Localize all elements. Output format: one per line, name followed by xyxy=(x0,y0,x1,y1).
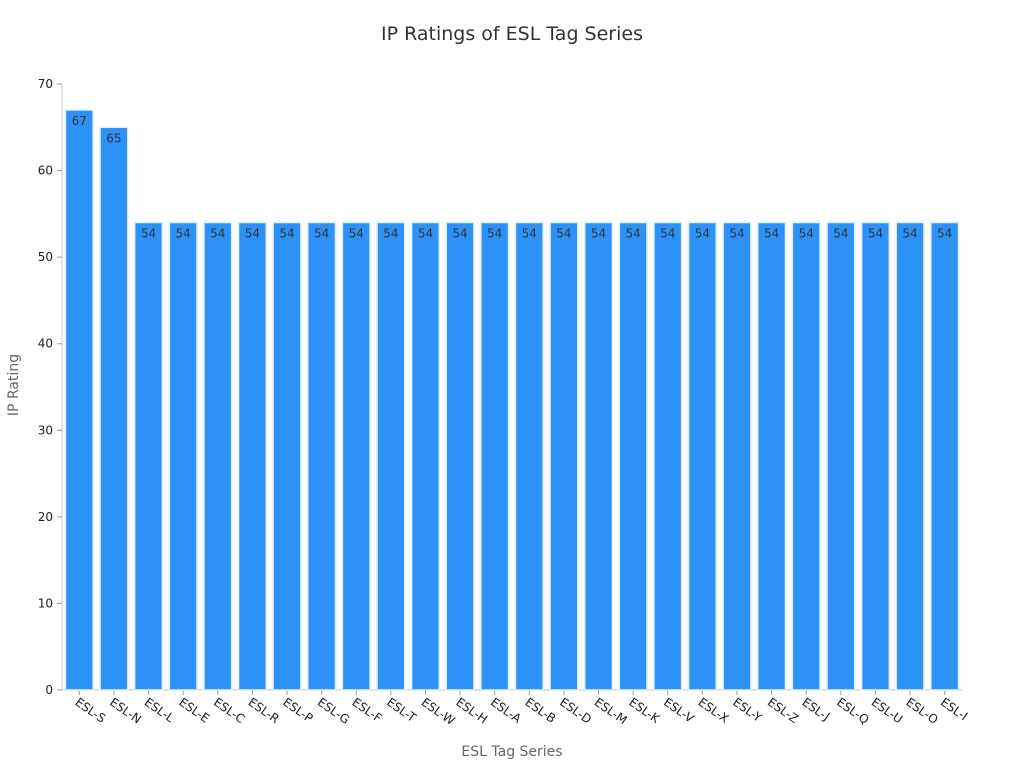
x-tick-label: ESL-L xyxy=(142,695,177,725)
data-label: 54 xyxy=(556,227,571,241)
data-label: 54 xyxy=(660,227,675,241)
data-label: 54 xyxy=(729,227,744,241)
y-tick-label: 50 xyxy=(38,250,53,264)
data-label: 54 xyxy=(452,227,467,241)
bar-esl-l xyxy=(133,221,164,691)
bar-esl-c xyxy=(203,221,233,691)
x-tick-label: ESL-I xyxy=(938,695,970,723)
bar-esl-s xyxy=(64,109,94,691)
bar-esl-y xyxy=(722,221,752,691)
data-label: 54 xyxy=(764,227,779,241)
x-tick-label: ESL-V xyxy=(661,695,697,726)
data-label: 67 xyxy=(72,114,87,128)
bar-esl-t xyxy=(376,221,406,691)
data-label: 54 xyxy=(626,227,641,241)
bar-esl-u xyxy=(860,221,891,691)
bar-esl-i xyxy=(930,221,960,691)
x-tick-label: ESL-T xyxy=(384,695,419,725)
y-tick-label: 10 xyxy=(38,596,53,610)
bar-labels: 67 65 54 54 54 54 54 54 54 54 54 54 54 54 54 54 54 54 54 54… xyxy=(72,114,953,241)
x-tick-label: ESL-P xyxy=(280,695,315,726)
bar-esl-r xyxy=(237,221,267,691)
x-tick-label: ESL-B xyxy=(523,695,559,726)
x-tick-label: ESL-H xyxy=(453,695,490,727)
bar-esl-z xyxy=(757,221,787,691)
x-tick-label: ESL-Z xyxy=(765,695,801,726)
x-tick-label: ESL-M xyxy=(592,695,630,727)
bar-esl-p xyxy=(272,221,302,691)
x-tick-label: ESL-U xyxy=(869,695,906,726)
bar-esl-w xyxy=(410,221,441,691)
data-label: 54 xyxy=(176,227,191,241)
x-tick-label: ESL-R xyxy=(246,695,282,726)
data-label: 54 xyxy=(937,227,952,241)
x-axis-title: ESL Tag Series xyxy=(461,744,562,760)
x-tick-label: ESL-N xyxy=(107,695,144,727)
y-tick-label: 0 xyxy=(45,683,53,697)
data-label: 54 xyxy=(279,227,294,241)
x-tick-label: ESL-E xyxy=(176,695,212,726)
bar-esl-j xyxy=(791,221,821,691)
bar-esl-n xyxy=(99,126,129,691)
y-tick-label: 40 xyxy=(38,337,53,351)
data-label: 54 xyxy=(522,227,537,241)
x-tick-label: ESL-Q xyxy=(834,695,871,727)
y-tick-label: 60 xyxy=(38,164,53,178)
bar-esl-m xyxy=(583,221,614,691)
y-tick-label: 70 xyxy=(38,77,53,91)
data-label: 54 xyxy=(799,227,814,241)
x-tick-label: ESL-K xyxy=(626,695,663,727)
bar-esl-f xyxy=(341,221,371,691)
data-label: 54 xyxy=(141,227,156,241)
bar-esl-h xyxy=(445,221,475,691)
y-axis-title: IP Rating xyxy=(6,354,22,416)
bar-esl-e xyxy=(168,221,198,691)
bar-esl-v xyxy=(653,221,683,691)
y-tick-label: 20 xyxy=(38,510,53,524)
x-tick-label: ESL-S xyxy=(73,695,109,726)
bar-esl-k xyxy=(618,221,648,691)
bars xyxy=(64,109,960,691)
chart-title: IP Ratings of ESL Tag Series xyxy=(381,23,643,45)
x-tick-label: ESL-O xyxy=(903,695,940,727)
data-label: 54 xyxy=(210,227,225,241)
x-tick-label: ESL-C xyxy=(211,695,247,726)
x-tick-label: ESL-Y xyxy=(730,695,765,725)
data-label: 54 xyxy=(591,227,606,241)
bar-esl-x xyxy=(687,221,717,691)
x-tick-label: ESL-F xyxy=(350,695,385,725)
data-label: 54 xyxy=(487,227,502,241)
x-tick-label: ESL-D xyxy=(557,695,594,727)
data-label: 54 xyxy=(902,227,917,241)
x-tick-label: ESL-X xyxy=(696,695,732,726)
bar-esl-g xyxy=(307,221,337,691)
bar-esl-o xyxy=(895,221,925,691)
data-label: 54 xyxy=(418,227,433,241)
data-label: 54 xyxy=(349,227,364,241)
data-label: 65 xyxy=(106,131,121,145)
y-tick-label: 30 xyxy=(38,423,53,437)
x-tick-label: ESL-A xyxy=(488,695,524,726)
bar-esl-b xyxy=(514,221,544,691)
y-axis: 0 10 20 30 40 50 60 70 xyxy=(38,77,63,697)
bar-esl-q xyxy=(826,221,856,691)
x-tick-label: ESL-W xyxy=(419,695,458,728)
bar-esl-a xyxy=(480,221,510,691)
data-label: 54 xyxy=(245,227,260,241)
data-label: 54 xyxy=(383,227,398,241)
data-label: 54 xyxy=(314,227,329,241)
data-label: 54 xyxy=(868,227,883,241)
x-tick-label: ESL-J xyxy=(800,695,833,724)
bar-esl-d xyxy=(549,221,579,691)
x-tick-label: ESL-G xyxy=(315,695,352,727)
data-label: 54 xyxy=(695,227,710,241)
data-label: 54 xyxy=(833,227,848,241)
